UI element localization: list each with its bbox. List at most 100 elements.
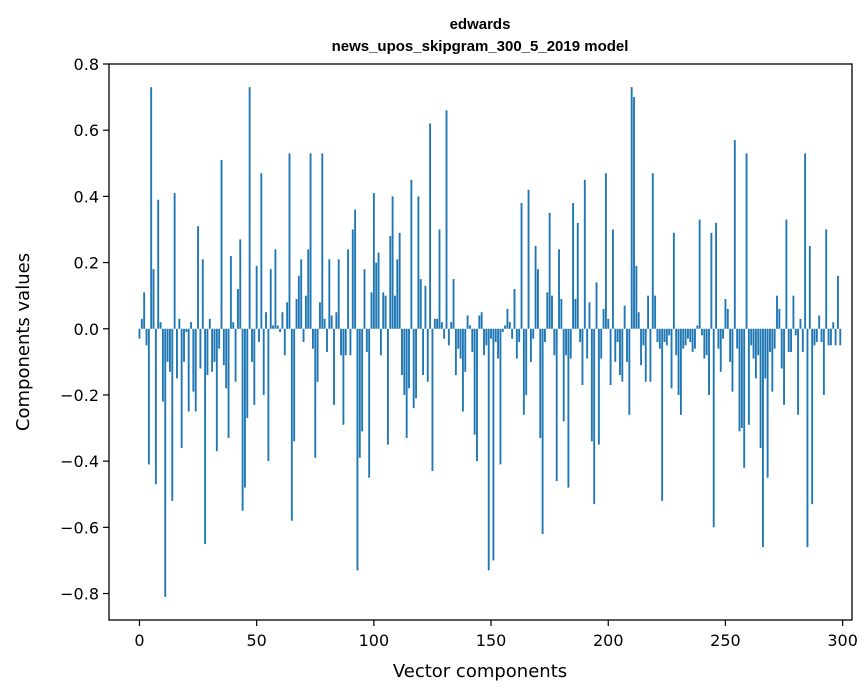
y-tick-label: 0.6 (74, 121, 99, 140)
bar (801, 328, 804, 352)
bar (147, 328, 150, 465)
bar (157, 199, 160, 329)
bar (290, 328, 293, 521)
bar (553, 328, 556, 356)
bar (398, 232, 401, 329)
bar (302, 328, 305, 342)
bar (363, 269, 366, 329)
bar (658, 328, 661, 349)
bar (797, 328, 800, 415)
bar (396, 259, 399, 329)
bar (689, 328, 692, 342)
bar (705, 328, 708, 356)
bar (487, 328, 490, 571)
bar (572, 203, 575, 329)
bar (372, 193, 375, 329)
bar (576, 222, 579, 329)
bar (525, 328, 528, 395)
bar (551, 295, 553, 329)
x-axis-ticks: 0 50 100 150 200 250 300 (134, 620, 858, 650)
bar (604, 173, 607, 329)
bar (649, 328, 652, 382)
bar (569, 328, 572, 359)
bar (473, 328, 476, 435)
y-tick-label: −0.6 (60, 518, 99, 537)
bar (593, 328, 596, 505)
bar (637, 312, 640, 329)
bar (328, 259, 331, 329)
bar (391, 196, 394, 329)
bar (262, 328, 265, 395)
bar (394, 295, 396, 329)
bar (206, 328, 209, 376)
bar (684, 328, 687, 346)
bar (173, 193, 176, 329)
bar (180, 328, 183, 448)
bar (762, 328, 764, 548)
bar (422, 328, 425, 376)
bar (311, 328, 314, 349)
bar (642, 328, 645, 346)
bar (813, 328, 816, 346)
bar (529, 328, 532, 362)
bar (656, 328, 659, 342)
x-tick-label: 50 (246, 631, 266, 650)
bar (583, 179, 586, 329)
bar (822, 328, 825, 395)
bar (438, 229, 441, 329)
bar (466, 315, 469, 329)
bar (682, 328, 685, 349)
bar (724, 298, 727, 329)
bar (490, 328, 492, 339)
bar (715, 222, 717, 329)
bar (733, 140, 736, 329)
y-axis-ticks: 0.8 0.6 0.4 0.2 0.0 −0.2 −0.4 −0.6 −0.8 (60, 55, 109, 604)
bar (778, 308, 781, 329)
bar (701, 328, 703, 336)
bar (246, 328, 249, 419)
bar (799, 318, 802, 329)
bar (459, 328, 462, 359)
bar (574, 298, 577, 329)
bar (558, 249, 560, 329)
bar (255, 265, 258, 329)
bar (665, 328, 668, 346)
bar (532, 328, 535, 339)
bar (628, 328, 631, 415)
bar (717, 328, 720, 349)
bar (619, 328, 621, 376)
bar (736, 328, 739, 349)
bar (368, 328, 371, 478)
bar (506, 308, 509, 329)
bar (361, 328, 364, 432)
bar (321, 153, 324, 329)
bar (546, 292, 549, 329)
bar (260, 173, 263, 329)
bar (307, 249, 310, 329)
bar (239, 239, 242, 329)
bar (335, 312, 338, 329)
bar (333, 328, 335, 405)
bar (626, 328, 628, 362)
bar (295, 298, 298, 329)
chart-subtitle: news_upos_skipgram_300_5_2019 model (332, 38, 629, 55)
bar (703, 328, 706, 359)
bar (555, 328, 558, 481)
bar (419, 279, 422, 329)
bar (412, 328, 415, 409)
bar (154, 328, 157, 485)
bar (208, 318, 211, 329)
bar (731, 328, 734, 392)
bar (757, 328, 760, 356)
chart-title: edwards (450, 16, 511, 33)
bar (670, 328, 673, 389)
bar (654, 295, 657, 329)
bar (677, 328, 680, 395)
bar (356, 328, 359, 571)
y-tick-label: −0.8 (60, 585, 99, 604)
bar (349, 328, 352, 356)
bar (527, 189, 530, 329)
bar (405, 328, 408, 438)
bar (461, 328, 464, 412)
bar (410, 179, 413, 329)
